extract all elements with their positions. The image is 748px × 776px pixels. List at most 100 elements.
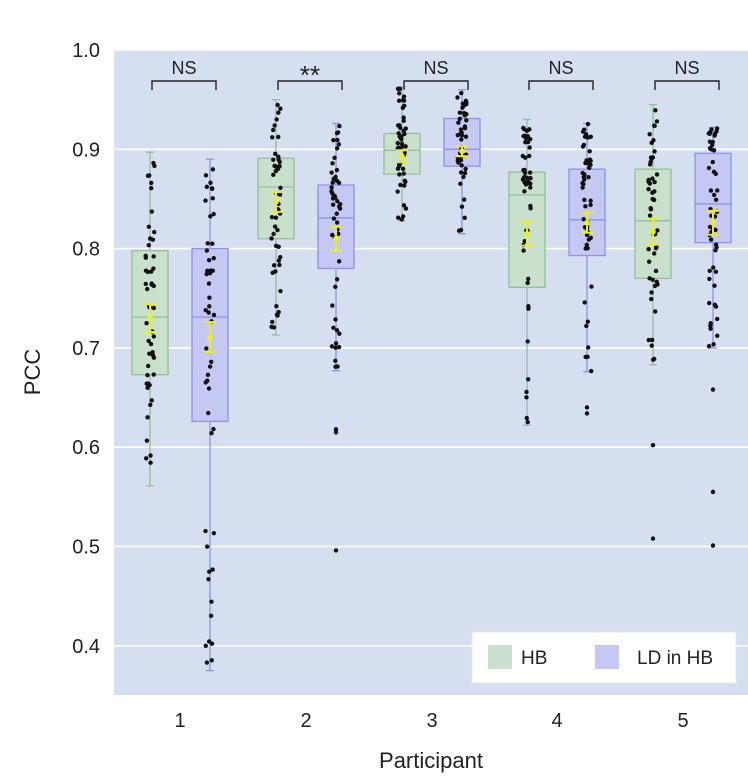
- ld-mean-marker: [710, 219, 716, 226]
- data-point: [274, 117, 279, 122]
- data-point: [400, 98, 406, 103]
- data-point: [151, 355, 157, 360]
- data-point: [649, 337, 655, 343]
- data-point: [462, 170, 468, 176]
- significance-label: **: [300, 60, 320, 90]
- data-point: [583, 354, 588, 360]
- data-point: [210, 567, 215, 572]
- data-point: [707, 224, 713, 230]
- data-point: [581, 217, 586, 222]
- data-point: [335, 137, 340, 143]
- data-point: [331, 325, 336, 331]
- data-point: [525, 339, 530, 344]
- data-point: [144, 381, 149, 386]
- data-point: [395, 145, 401, 151]
- data-point: [337, 331, 342, 336]
- data-point: [149, 180, 154, 186]
- data-point: [147, 351, 152, 356]
- data-point: [583, 204, 588, 209]
- data-point: [528, 206, 533, 211]
- data-point: [710, 159, 715, 165]
- data-point: [649, 296, 654, 302]
- data-point: [333, 364, 338, 369]
- data-point: [206, 281, 212, 286]
- data-point: [399, 137, 404, 142]
- data-point: [207, 270, 213, 276]
- data-point: [337, 201, 343, 207]
- outlier-point: [584, 405, 590, 410]
- data-point: [651, 197, 657, 203]
- data-point: [647, 132, 652, 137]
- data-point: [275, 102, 280, 108]
- data-point: [271, 172, 276, 178]
- data-point: [528, 175, 533, 181]
- significance-bracket: [151, 80, 217, 90]
- data-point: [211, 312, 217, 318]
- data-point: [145, 286, 150, 292]
- significance-bracket: [403, 80, 469, 90]
- data-point: [647, 181, 653, 186]
- data-point: [211, 255, 216, 261]
- data-point: [708, 188, 714, 193]
- data-point: [580, 185, 585, 190]
- data-point: [271, 263, 277, 268]
- data-point: [400, 214, 406, 219]
- data-point: [146, 224, 152, 229]
- data-point: [148, 402, 153, 408]
- ld-mean-marker: [459, 148, 465, 155]
- data-point: [464, 99, 469, 105]
- data-point: [585, 319, 591, 324]
- data-point: [400, 166, 406, 172]
- data-point: [401, 203, 407, 208]
- data-point: [653, 108, 658, 113]
- outlier-point: [710, 489, 716, 495]
- data-point: [580, 170, 585, 176]
- data-point: [655, 228, 660, 233]
- data-point: [527, 145, 532, 150]
- data-point: [329, 344, 335, 349]
- data-point: [525, 133, 530, 139]
- data-point: [456, 160, 461, 165]
- data-point: [588, 198, 593, 203]
- data-point: [209, 186, 215, 192]
- data-point: [145, 363, 151, 369]
- data-point: [209, 599, 214, 604]
- data-point: [276, 157, 281, 162]
- data-point: [652, 149, 657, 154]
- data-point: [276, 258, 282, 263]
- data-point: [646, 337, 651, 343]
- data-point: [582, 300, 587, 305]
- data-point: [589, 284, 594, 289]
- data-point: [331, 176, 336, 182]
- data-point: [273, 269, 278, 274]
- data-point: [397, 172, 402, 177]
- data-point: [271, 325, 277, 330]
- data-point: [707, 139, 713, 144]
- data-point: [714, 245, 719, 250]
- data-point: [396, 98, 402, 103]
- outlier-point: [333, 430, 339, 435]
- data-point: [210, 196, 215, 201]
- data-point: [151, 266, 156, 271]
- data-point: [146, 338, 151, 344]
- data-point: [402, 131, 407, 137]
- data-point: [650, 357, 656, 362]
- data-point: [712, 133, 717, 138]
- data-point: [151, 305, 156, 311]
- data-point: [587, 149, 592, 154]
- data-point: [276, 244, 281, 250]
- data-point: [204, 248, 210, 253]
- data-point: [524, 128, 530, 134]
- significance-label: NS: [171, 58, 196, 78]
- mean-markers: [144, 145, 719, 353]
- data-point: [708, 326, 713, 331]
- data-point: [459, 204, 465, 209]
- data-point: [585, 121, 591, 127]
- legend-swatch-ld: [595, 645, 619, 669]
- data-point: [524, 179, 529, 185]
- data-point: [521, 167, 526, 173]
- data-point: [395, 189, 400, 194]
- x-tick-label: 4: [551, 710, 562, 732]
- data-point: [402, 183, 407, 188]
- data-point: [152, 229, 157, 235]
